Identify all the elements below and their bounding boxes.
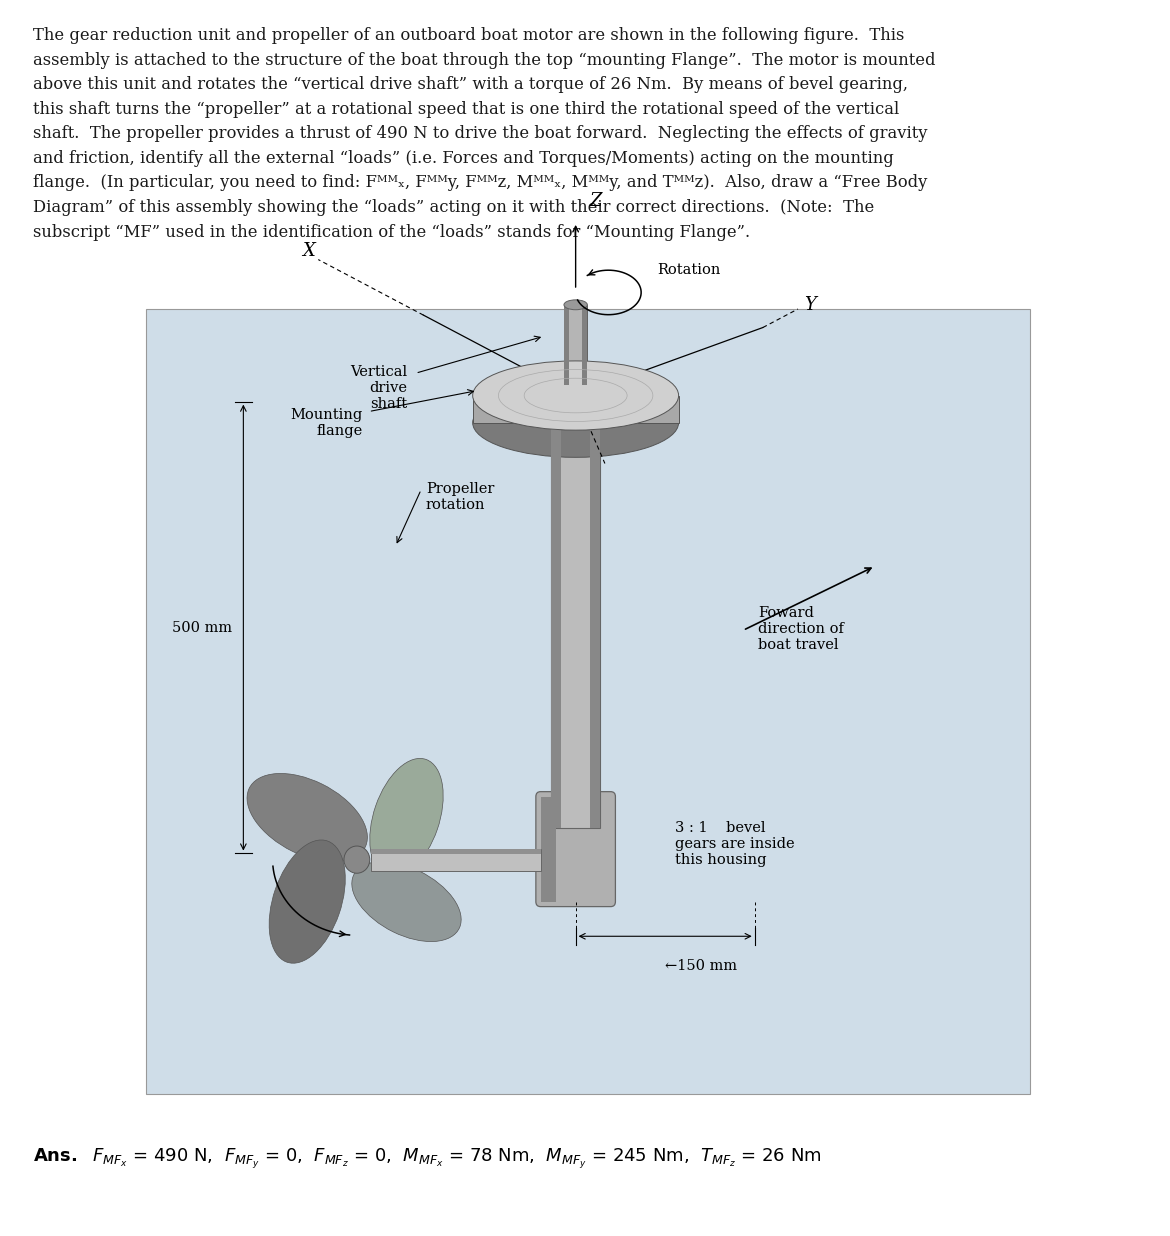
Text: Mounting
flange: Mounting flange xyxy=(290,408,363,438)
FancyBboxPatch shape xyxy=(541,796,556,902)
Ellipse shape xyxy=(473,388,679,457)
FancyBboxPatch shape xyxy=(583,305,587,386)
Ellipse shape xyxy=(473,361,679,430)
Text: ←150 mm: ←150 mm xyxy=(665,959,737,973)
Text: Z: Z xyxy=(590,192,603,210)
Ellipse shape xyxy=(352,861,461,942)
Ellipse shape xyxy=(247,774,367,861)
Ellipse shape xyxy=(370,759,443,878)
Text: $\mathbf{Ans.}$  $\mathit{F}_{MF_x}$ = 490 N,  $\mathit{F}_{MF_y}$ = 0,  $\mathi: $\mathbf{Ans.}$ $\mathit{F}_{MF_x}$ = 49… xyxy=(33,1147,821,1172)
FancyBboxPatch shape xyxy=(473,396,679,423)
Text: Foward
direction of
boat travel: Foward direction of boat travel xyxy=(758,606,844,653)
FancyBboxPatch shape xyxy=(371,848,541,854)
Text: Propeller
rotation: Propeller rotation xyxy=(426,482,494,512)
Text: Rotation: Rotation xyxy=(658,263,721,277)
Text: 3 : 1    bevel
gears are inside
this housing: 3 : 1 bevel gears are inside this housin… xyxy=(675,821,794,868)
FancyBboxPatch shape xyxy=(591,423,600,828)
FancyBboxPatch shape xyxy=(551,423,560,828)
Text: X: X xyxy=(302,242,316,260)
FancyBboxPatch shape xyxy=(371,848,541,870)
Ellipse shape xyxy=(344,845,370,873)
FancyBboxPatch shape xyxy=(564,305,587,386)
FancyBboxPatch shape xyxy=(146,309,1030,1094)
Text: Vertical
drive
shaft: Vertical drive shaft xyxy=(350,365,407,412)
FancyBboxPatch shape xyxy=(564,305,569,386)
Ellipse shape xyxy=(269,840,345,963)
Text: 500 mm: 500 mm xyxy=(172,620,232,634)
Ellipse shape xyxy=(564,300,587,310)
FancyBboxPatch shape xyxy=(536,791,615,907)
Text: Y: Y xyxy=(804,297,815,314)
FancyBboxPatch shape xyxy=(551,423,600,828)
Text: The gear reduction unit and propeller of an outboard boat motor are shown in the: The gear reduction unit and propeller of… xyxy=(33,27,935,241)
